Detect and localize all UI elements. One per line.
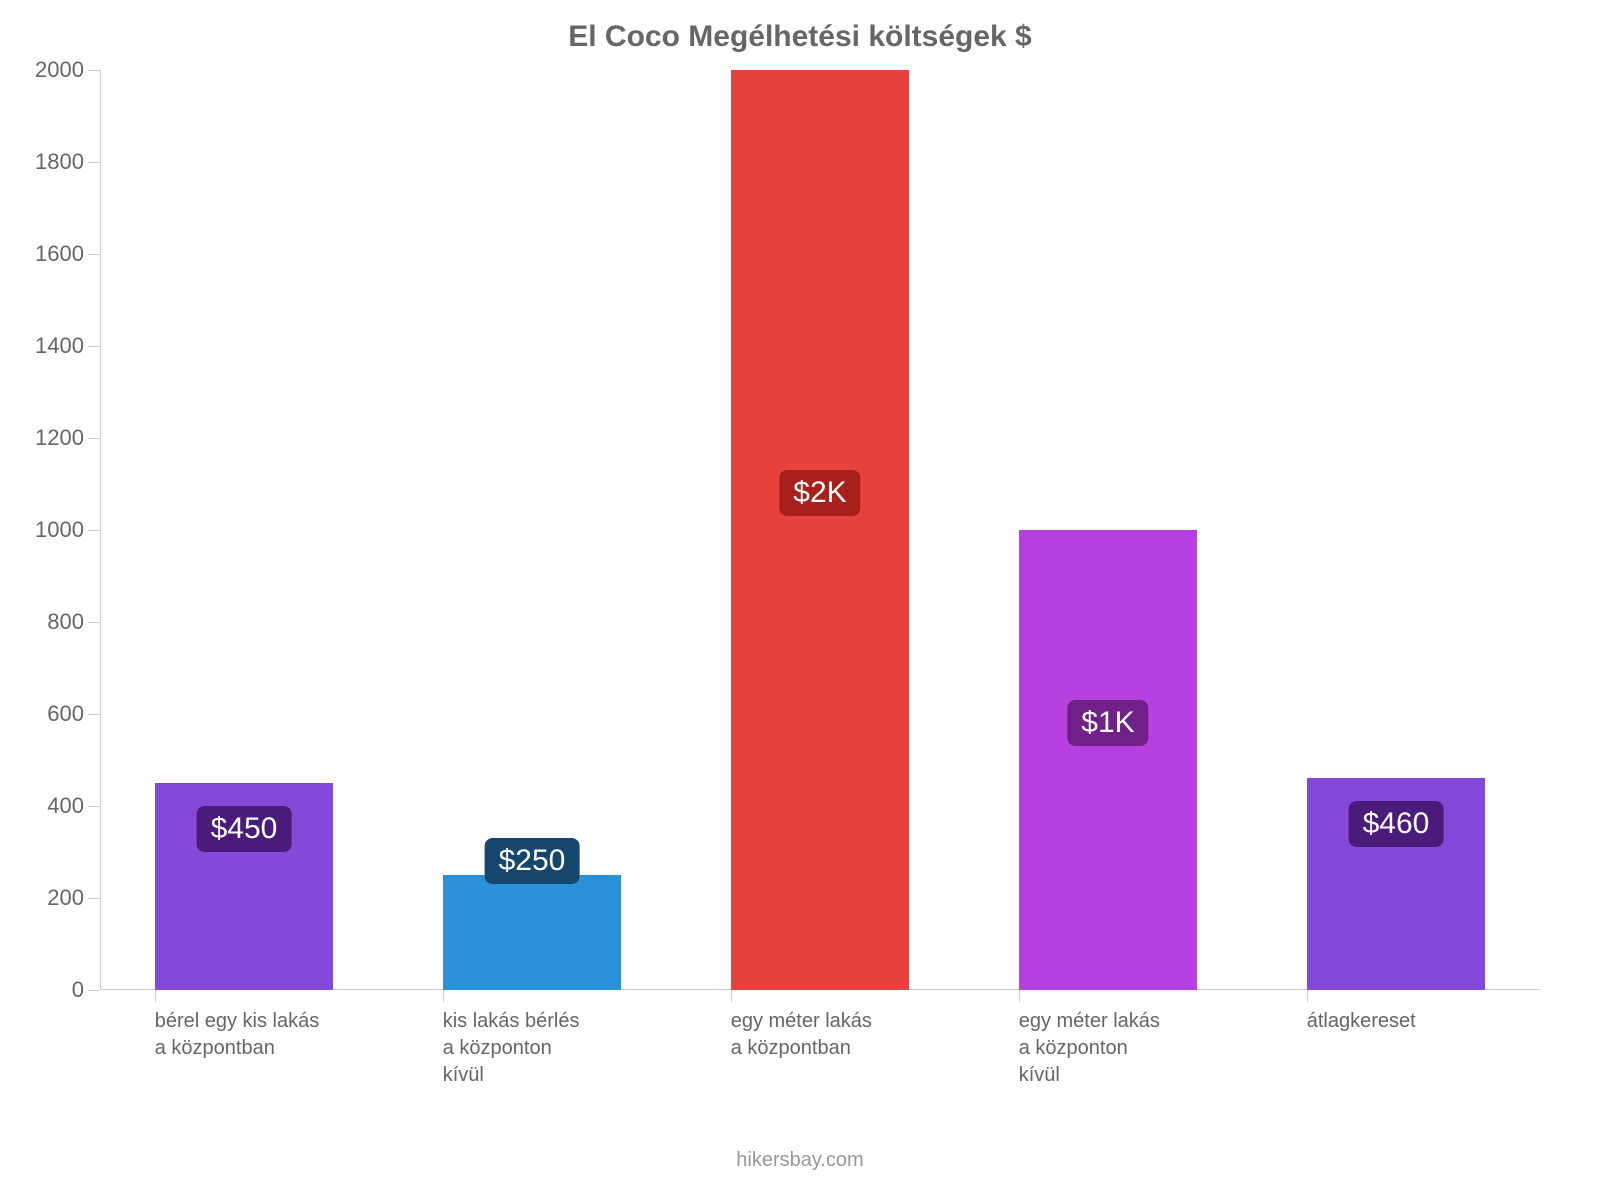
y-tick-label: 800 bbox=[47, 609, 100, 635]
chart-container: El Coco Megélhetési költségek $ 02004006… bbox=[0, 0, 1600, 1200]
chart-title: El Coco Megélhetési költségek $ bbox=[0, 20, 1600, 54]
y-tick-label: 1600 bbox=[35, 241, 100, 267]
x-tick bbox=[1019, 990, 1020, 1002]
y-axis bbox=[100, 70, 101, 990]
x-tick bbox=[443, 990, 444, 1002]
y-tick-label: 1200 bbox=[35, 425, 100, 451]
bar bbox=[731, 70, 910, 990]
x-category-label: bérel egy kis lakás a központban bbox=[155, 1008, 334, 1062]
y-tick-label: 1800 bbox=[35, 149, 100, 175]
bar-value-label: $450 bbox=[197, 806, 292, 852]
bar bbox=[1019, 530, 1198, 990]
y-tick-label: 200 bbox=[47, 885, 100, 911]
x-tick bbox=[1307, 990, 1308, 1002]
bar-value-label: $1K bbox=[1067, 700, 1148, 746]
y-tick-label: 0 bbox=[72, 977, 100, 1003]
bar bbox=[443, 875, 622, 990]
y-tick-label: 1400 bbox=[35, 333, 100, 359]
x-category-label: egy méter lakás a központon kívül bbox=[1019, 1008, 1198, 1089]
plot-area: 0200400600800100012001400160018002000$45… bbox=[100, 70, 1540, 990]
y-tick-label: 400 bbox=[47, 793, 100, 819]
y-tick-label: 2000 bbox=[35, 57, 100, 83]
chart-credit: hikersbay.com bbox=[0, 1149, 1600, 1172]
x-category-label: átlagkereset bbox=[1307, 1008, 1486, 1035]
y-tick-label: 600 bbox=[47, 701, 100, 727]
x-category-label: egy méter lakás a központban bbox=[731, 1008, 910, 1062]
x-category-label: kis lakás bérlés a központon kívül bbox=[443, 1008, 622, 1089]
bar-value-label: $460 bbox=[1349, 801, 1444, 847]
y-tick-label: 1000 bbox=[35, 517, 100, 543]
x-tick bbox=[155, 990, 156, 1002]
bar-value-label: $250 bbox=[485, 838, 580, 884]
x-tick bbox=[731, 990, 732, 1002]
bar-value-label: $2K bbox=[779, 470, 860, 516]
